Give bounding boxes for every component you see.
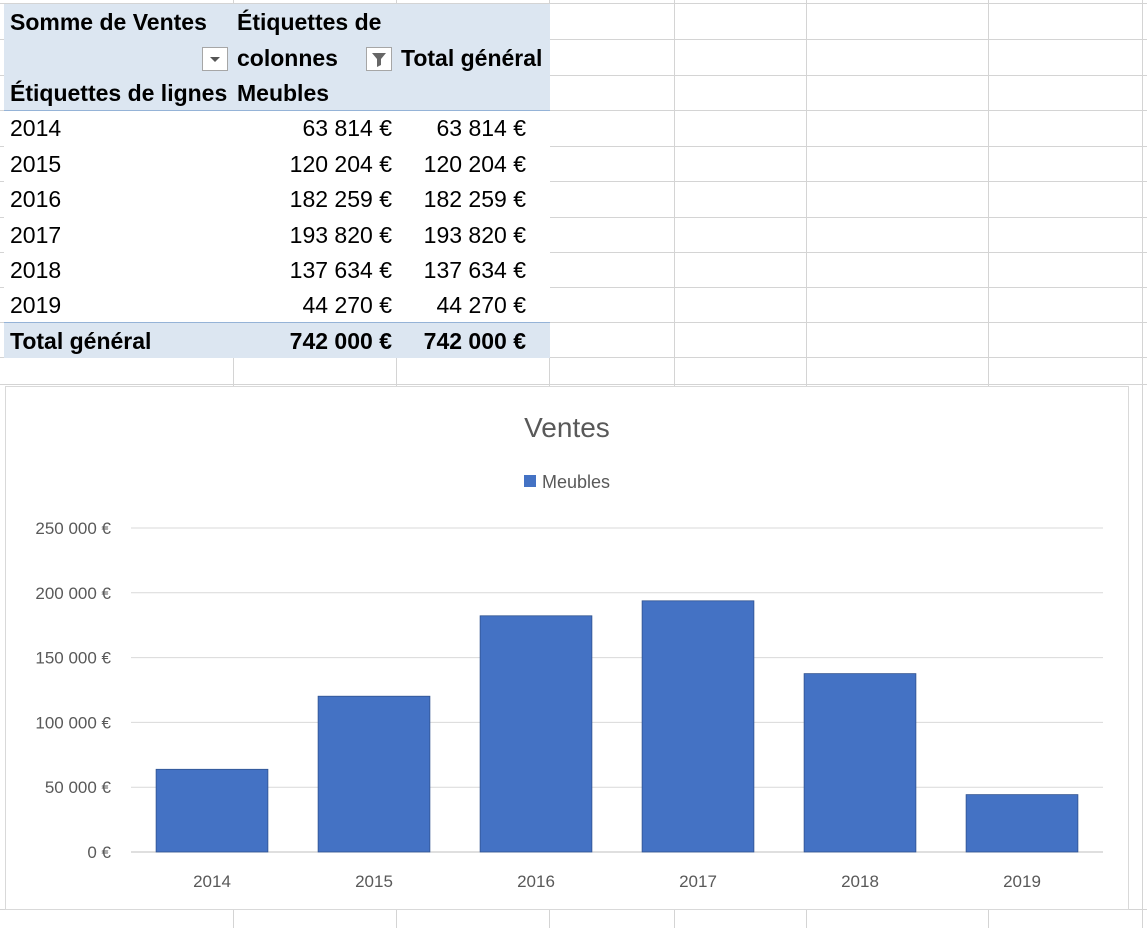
x-tick-label: 2017 (679, 872, 717, 891)
pivot-row-year[interactable]: 2017 (10, 222, 62, 248)
grid-row-line (0, 322, 1147, 323)
y-tick-label: 250 000 € (35, 519, 111, 538)
bar-2015[interactable] (317, 695, 431, 853)
pivot-column-labels-header[interactable]: Étiquettes de (237, 9, 382, 35)
x-axis-tick-labels: 2014 2015 2016 2017 2018 2019 (193, 872, 1041, 891)
bar-2016[interactable] (479, 615, 593, 853)
pivot-row-year[interactable]: 2019 (10, 292, 62, 318)
y-tick-label: 150 000 € (35, 649, 111, 668)
pivot-row-meubles[interactable]: 182 259 € (289, 186, 392, 212)
chart-bars[interactable] (155, 600, 1079, 853)
pivot-header-background (4, 4, 550, 110)
pivot-row-total[interactable]: 137 634 € (423, 257, 526, 283)
grid-row-line (0, 287, 1147, 288)
pivot-row-year[interactable]: 2015 (10, 151, 62, 177)
grid-row-line (0, 217, 1147, 218)
row-filter-dropdown-button[interactable] (202, 47, 228, 71)
pivot-body-background (4, 110, 550, 322)
pivot-row-year[interactable]: 2014 (10, 115, 62, 141)
pivot-row-meubles[interactable]: 63 814 € (302, 115, 392, 141)
grid-row-line (0, 384, 1147, 385)
pivot-row-total[interactable]: 182 259 € (423, 186, 526, 212)
x-tick-label: 2015 (355, 872, 393, 891)
pivot-row-meubles[interactable]: 137 634 € (289, 257, 392, 283)
bar-2014[interactable] (155, 768, 269, 853)
pivot-row-meubles[interactable]: 120 204 € (289, 151, 392, 177)
chart-gridlines (131, 527, 1103, 853)
y-tick-label: 100 000 € (35, 713, 111, 732)
chart-legend[interactable]: Meubles (524, 472, 610, 492)
x-tick-label: 2019 (1003, 872, 1041, 891)
pivot-total-background (4, 322, 550, 358)
pivot-row-meubles[interactable]: 44 270 € (302, 292, 392, 318)
pivot-grand-total-label[interactable]: Total général (10, 328, 152, 354)
pivot-row-year[interactable]: 2018 (10, 257, 62, 283)
grid-row-line (0, 252, 1147, 253)
pivot-row-total[interactable]: 44 270 € (436, 292, 526, 318)
pivot-table[interactable]: Somme de Ventes Étiquettes de colonnes T… (4, 4, 550, 358)
grid-row-line (0, 110, 1147, 111)
grid-row-line (0, 181, 1147, 182)
bar-2017[interactable] (641, 600, 755, 853)
pivot-row-meubles[interactable]: 193 820 € (289, 222, 392, 248)
x-tick-label: 2016 (517, 872, 555, 891)
y-tick-label: 50 000 € (45, 778, 112, 797)
pivot-values-label[interactable]: Somme de Ventes (10, 9, 207, 35)
y-axis-tick-labels: 0 € 50 000 € 100 000 € 150 000 € 200 000 € 25… (35, 519, 111, 862)
grid-row-line (0, 357, 1147, 358)
chevron-down-icon (210, 57, 220, 62)
grid-column-line (1142, 0, 1143, 928)
pivot-grand-total-header[interactable]: Total général (401, 45, 543, 71)
pivot-row-total[interactable]: 120 204 € (423, 151, 526, 177)
bar-2018[interactable] (803, 673, 917, 853)
chart-title[interactable]: Ventes (524, 412, 610, 443)
y-tick-label: 200 000 € (35, 584, 111, 603)
legend-swatch (524, 475, 536, 487)
grid-row-line (0, 39, 1147, 40)
bar-chart[interactable]: Ventes Meubles 0 € 50 000 € 100 000 € 150 0… (6, 387, 1128, 909)
pivot-grand-total-meubles[interactable]: 742 000 € (289, 328, 392, 354)
pivot-row-year[interactable]: 2016 (10, 186, 62, 212)
grid-row-line (0, 3, 1147, 4)
grid-row-line (0, 75, 1147, 76)
chart-container[interactable]: Ventes Meubles 0 € 50 000 € 100 000 € 150 0… (5, 386, 1129, 910)
bar-2019[interactable] (965, 794, 1079, 853)
y-tick-label: 0 € (87, 843, 111, 862)
pivot-row-total[interactable]: 193 820 € (423, 222, 526, 248)
x-tick-label: 2014 (193, 872, 231, 891)
pivot-column-labels-header-line2[interactable]: colonnes (237, 45, 338, 71)
grid-row-line (0, 146, 1147, 147)
pivot-grand-total-value[interactable]: 742 000 € (423, 328, 526, 354)
pivot-column-value-meubles[interactable]: Meubles (237, 80, 330, 106)
column-filter-dropdown-button[interactable] (366, 47, 392, 71)
pivot-row-total[interactable]: 63 814 € (436, 115, 526, 141)
legend-label: Meubles (542, 472, 610, 492)
x-tick-label: 2018 (841, 872, 879, 891)
filter-icon (372, 53, 386, 67)
pivot-row-labels-header[interactable]: Étiquettes de lignes (10, 80, 228, 106)
